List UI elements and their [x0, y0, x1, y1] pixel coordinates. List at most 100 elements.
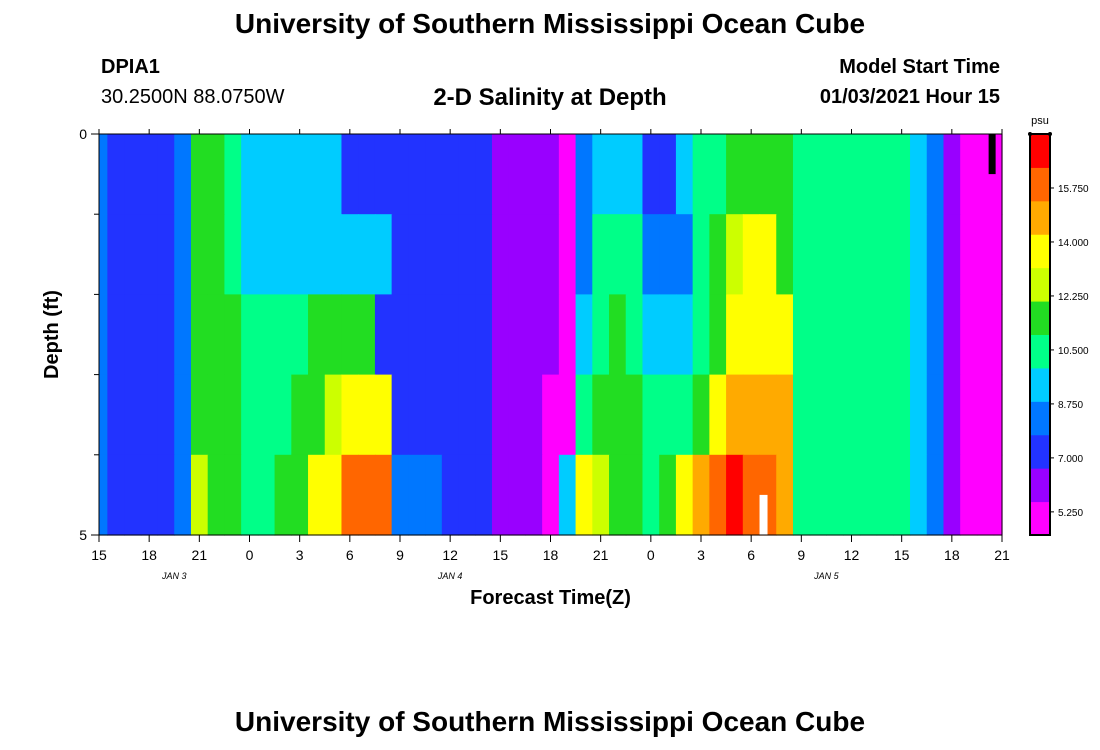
colorbar-corner: [1028, 132, 1032, 136]
heatmap-cell: [592, 214, 610, 295]
heatmap-cell: [893, 294, 911, 376]
heatmap-cell: [826, 294, 844, 376]
heatmap-cell: [291, 374, 309, 456]
heatmap-cell: [575, 294, 593, 376]
heatmap-cell: [124, 214, 142, 295]
y-tick-label: 5: [79, 527, 87, 543]
colorbar-segment: [1030, 401, 1050, 436]
heatmap-cell: [926, 134, 945, 215]
heatmap-cell: [475, 374, 493, 456]
heatmap-cell: [458, 454, 476, 536]
heatmap-cell: [358, 134, 376, 215]
heatmap-cell: [943, 454, 961, 536]
heatmap-cell: [408, 214, 426, 295]
x-tick-label: 15: [91, 547, 107, 563]
heatmap-cell: [190, 214, 209, 295]
heatmap-cell: [107, 214, 125, 295]
heatmap-cell: [324, 214, 343, 295]
heatmap-cell: [675, 374, 694, 456]
heatmap-cell: [174, 294, 192, 376]
heatmap-cell: [742, 214, 761, 295]
heatmap-cell: [558, 134, 577, 215]
heatmap-cell: [742, 454, 761, 536]
heatmap-cell: [291, 214, 309, 295]
heatmap-cell: [759, 134, 777, 215]
heatmap-cell: [458, 134, 476, 215]
heatmap-cell: [910, 454, 928, 536]
heatmap-cell: [776, 294, 794, 376]
heatmap-cell: [843, 214, 861, 295]
heatmap-cell: [257, 134, 276, 215]
heatmap-cell: [993, 134, 1003, 215]
heatmap-cell: [408, 454, 426, 536]
colorbar-tick-label: 15.750: [1058, 184, 1089, 195]
heatmap-cell: [659, 454, 677, 536]
heatmap-cell: [558, 454, 577, 536]
heatmap-cell: [458, 294, 476, 376]
heatmap-cell: [876, 454, 894, 536]
heatmap-cell: [157, 294, 175, 376]
heatmap-cell: [525, 454, 543, 536]
heatmap-cell: [207, 214, 226, 295]
heatmap-cell: [592, 374, 610, 456]
heatmap-cell: [525, 294, 543, 376]
heatmap-cell: [776, 454, 794, 536]
heatmap-cell: [475, 134, 493, 215]
heatmap-cell: [274, 294, 292, 376]
heatmap-cell: [826, 374, 844, 456]
heatmap-cell: [99, 214, 108, 295]
heatmap-cell: [943, 374, 961, 456]
heatmap-cell: [274, 374, 292, 456]
heatmap-cell: [943, 214, 961, 295]
x-tick-label: 9: [396, 547, 404, 563]
heatmap-cell: [910, 294, 928, 376]
heatmap-cell: [291, 454, 309, 536]
heatmap-cell: [491, 134, 510, 215]
model-start-value: 01/03/2021 Hour 15: [819, 86, 1000, 108]
heatmap-cell: [792, 454, 811, 536]
heatmap-cell: [659, 214, 677, 295]
heatmap-cell: [709, 214, 727, 295]
heatmap-cell: [324, 294, 343, 376]
heatmap-cell: [792, 214, 811, 295]
heatmap-cell: [726, 294, 744, 376]
heatmap-cell: [408, 294, 426, 376]
heatmap-cell: [642, 134, 660, 215]
colorbar-segment: [1030, 334, 1050, 369]
x-tick-label: 18: [543, 547, 559, 563]
heatmap-cell: [759, 214, 777, 295]
colorbar-segment: [1030, 468, 1050, 503]
heatmap-cell: [157, 134, 175, 215]
heatmap-cell: [776, 134, 794, 215]
heatmap-cell: [692, 214, 710, 295]
heatmap-cell: [692, 134, 710, 215]
heatmap-cell: [910, 134, 928, 215]
heatmap-cell: [642, 214, 660, 295]
colorbar-segment: [1030, 200, 1050, 235]
heatmap-cell: [876, 214, 894, 295]
heatmap-cell: [759, 294, 777, 376]
heatmap-cell: [491, 214, 510, 295]
heatmap-cell: [943, 294, 961, 376]
heatmap-cell: [809, 134, 828, 215]
marker-bar-bottom: [759, 494, 768, 535]
colorbar-segment: [1030, 301, 1050, 335]
heatmap-cell: [140, 134, 159, 215]
heatmap-cell: [391, 374, 409, 456]
heatmap-cell: [274, 454, 292, 536]
heatmap-cell: [374, 454, 393, 536]
heatmap-cell: [692, 374, 710, 456]
colorbar-tick-label: 14.000: [1058, 238, 1089, 249]
heatmap-cell: [960, 374, 978, 456]
heatmap-cell: [642, 454, 660, 536]
colorbar-segment: [1030, 167, 1050, 202]
heatmap-cell: [910, 374, 928, 456]
heatmap-cell: [174, 454, 192, 536]
heatmap-cell: [324, 134, 343, 215]
heatmap-cell: [157, 374, 175, 456]
heatmap-cell: [190, 454, 209, 536]
x-tick-label: 15: [493, 547, 509, 563]
heatmap-cell: [726, 454, 744, 536]
heatmap-cell: [859, 134, 878, 215]
heatmap-cell: [190, 374, 209, 456]
